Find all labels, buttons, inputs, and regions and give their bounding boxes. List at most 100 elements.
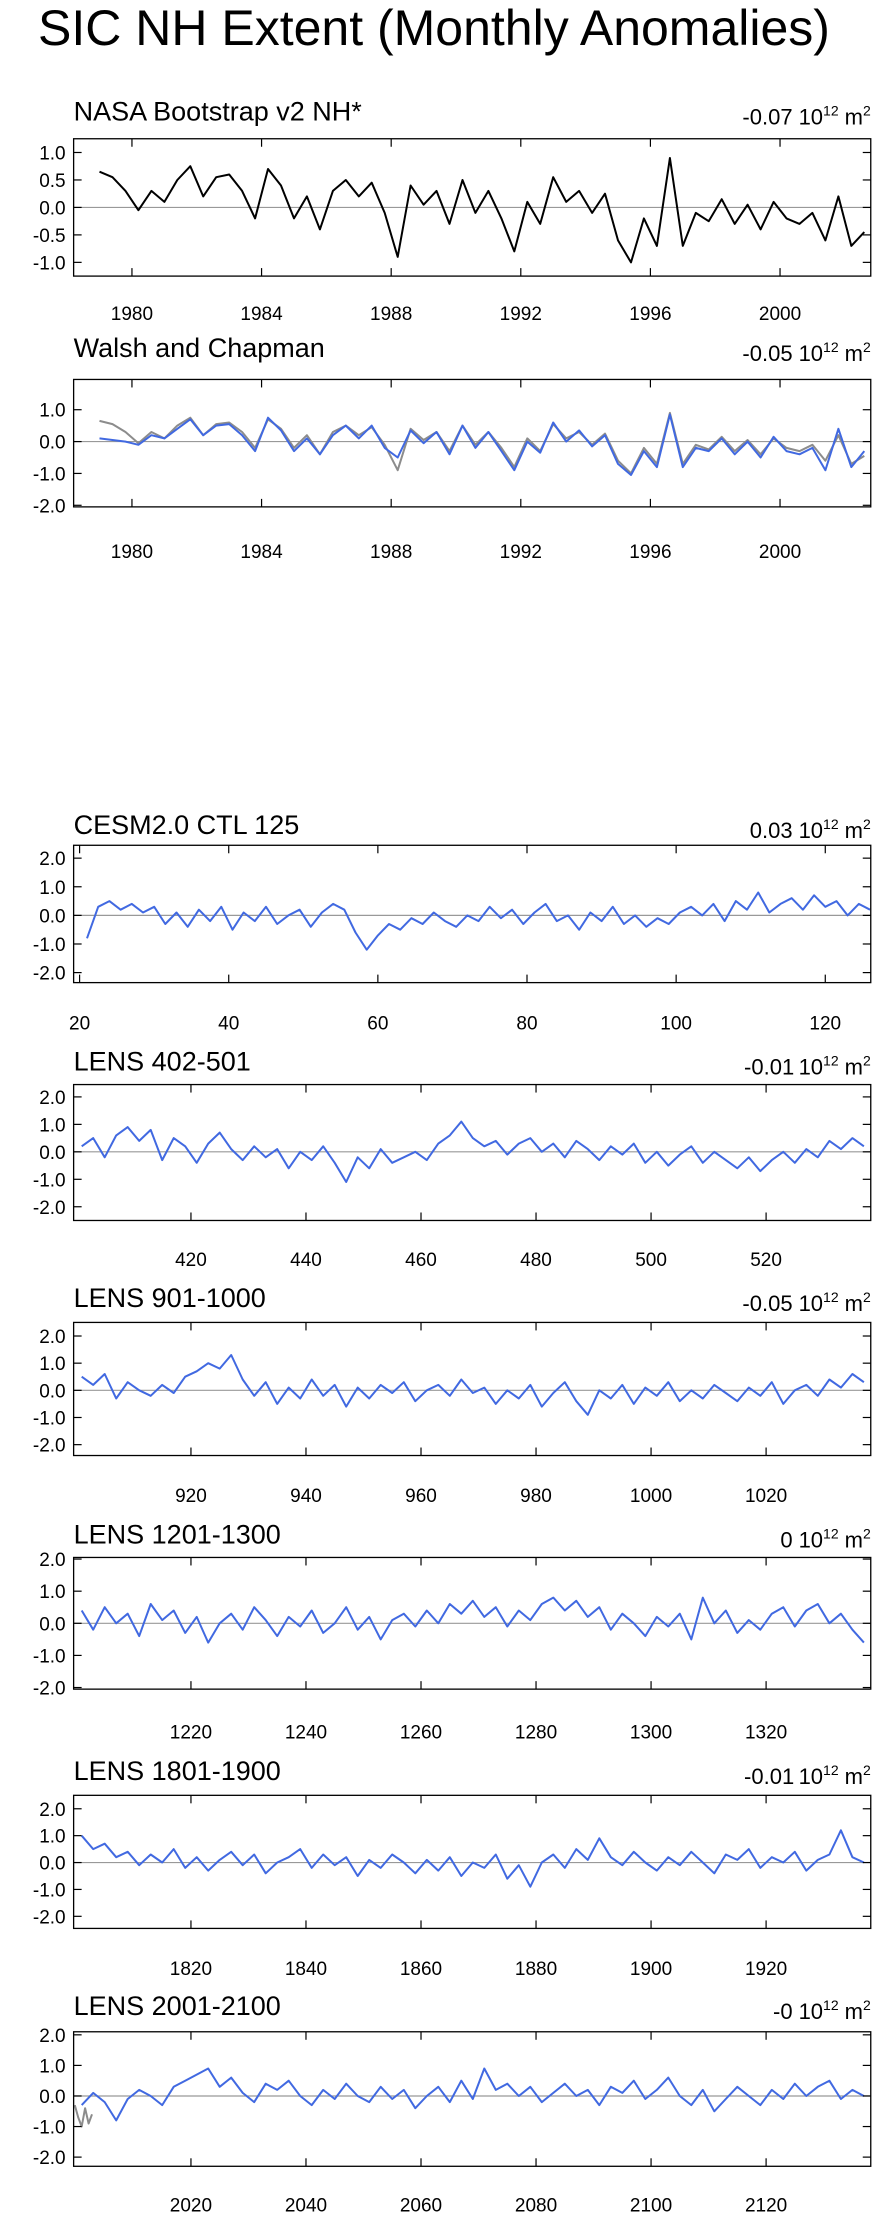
unit: m [845, 104, 863, 129]
annotation-value: -0.07 [742, 104, 792, 129]
x-tick-label: 980 [520, 1486, 552, 1507]
unit-base-exp: 12 [823, 1289, 839, 1305]
x-tick-label: 2020 [170, 2196, 212, 2217]
y-tick-label: 1.0 [39, 1354, 65, 1375]
y-tick-label: 2.0 [39, 849, 65, 870]
x-tick-label: 1840 [285, 1959, 327, 1980]
y-tick-label: -1.0 [33, 1646, 66, 1667]
y-tick-label: 0.0 [39, 1854, 65, 1875]
x-tick-label: 80 [516, 1013, 537, 1034]
unit-base-exp: 12 [823, 816, 839, 832]
y-tick-label: -0.5 [33, 226, 66, 247]
y-tick-label: -1.0 [33, 1880, 66, 1901]
unit-base-exp: 12 [823, 1997, 839, 2013]
x-tick-label: 2000 [759, 542, 801, 563]
panel-title: LENS 901-1000 [74, 1283, 266, 1313]
x-tick-label: 1860 [400, 1959, 442, 1980]
y-tick-label: 2.0 [39, 1550, 65, 1571]
unit-base: 10 [799, 1764, 823, 1789]
x-tick-label: 2040 [285, 2196, 327, 2217]
x-tick-label: 2100 [630, 2196, 672, 2217]
x-tick-label: 40 [218, 1013, 239, 1034]
y-tick-label: -1.0 [33, 1170, 66, 1191]
annotation-value: -0.01 [744, 1054, 794, 1079]
x-tick-label: 500 [635, 1250, 667, 1271]
x-tick-label: 2000 [759, 304, 801, 325]
x-tick-label: 1920 [745, 1959, 787, 1980]
annotation-value: -0.05 [742, 341, 792, 366]
annotation: 0.03 1012 m2 [750, 816, 871, 843]
x-tick-label: 1820 [170, 1959, 212, 1980]
annotation-value: 0 [780, 1527, 792, 1552]
panel-title: NASA Bootstrap v2 NH* [74, 96, 363, 126]
y-tick-label: 1.0 [39, 1115, 65, 1136]
x-tick-label: 1880 [515, 1959, 557, 1980]
y-tick-label: 0.0 [39, 198, 65, 219]
unit-exp: 2 [863, 1997, 871, 2013]
y-tick-label: 0.0 [39, 906, 65, 927]
y-tick-label: 1.0 [39, 401, 65, 422]
x-tick-label: 920 [175, 1486, 207, 1507]
data-line [86, 891, 871, 951]
plot-frame [72, 1794, 872, 1930]
x-tick-label: 1984 [240, 304, 283, 325]
x-tick-label: 1992 [500, 304, 542, 325]
x-tick-label: 420 [175, 1250, 207, 1271]
x-tick-label: 1988 [370, 304, 412, 325]
plot-frame [72, 2031, 872, 2167]
y-tick-label: 0.0 [39, 2087, 65, 2108]
data-line [73, 2104, 93, 2128]
unit-exp: 2 [863, 339, 871, 355]
unit: m [845, 1527, 863, 1552]
annotation: -0.07 1012 m2 [742, 102, 871, 129]
plot-frame [72, 1321, 872, 1457]
x-tick-label: 2080 [515, 2196, 557, 2217]
y-tick-label: -2.0 [33, 496, 66, 517]
x-tick-label: 1900 [630, 1959, 672, 1980]
x-tick-label: 1220 [170, 1723, 212, 1744]
annotation: -0.01 1012 m2 [744, 1762, 871, 1789]
data-line [80, 1596, 865, 1644]
y-tick-label: 2.0 [39, 1327, 65, 1348]
y-tick-label: 1.0 [39, 143, 65, 164]
unit-base: 10 [799, 104, 823, 129]
y-tick-label: 0.0 [39, 433, 65, 454]
y-tick-label: -1.0 [33, 1408, 66, 1429]
x-tick-label: 1980 [111, 304, 153, 325]
annotation: -0 1012 m2 [773, 1997, 871, 2024]
panel-title: LENS 402-501 [74, 1046, 251, 1076]
y-tick-label: 1.0 [39, 1827, 65, 1848]
annotation: -0.05 1012 m2 [742, 339, 871, 366]
y-tick-label: -2.0 [33, 1679, 66, 1700]
panel-title: CESM2.0 CTL 125 [74, 810, 300, 840]
unit-base-exp: 12 [823, 339, 839, 355]
y-tick-label: 2.0 [39, 1088, 65, 1109]
y-tick-label: -2.0 [33, 1436, 66, 1457]
y-tick-label: 2.0 [39, 1800, 65, 1821]
annotation: 0 1012 m2 [780, 1525, 871, 1552]
plot-frame [72, 378, 872, 508]
y-tick-label: -2.0 [33, 1907, 66, 1928]
unit-base: 10 [799, 1999, 823, 2024]
x-tick-label: 1320 [745, 1723, 787, 1744]
x-tick-label: 2120 [745, 2196, 787, 2217]
unit: m [845, 341, 863, 366]
data-line [80, 2067, 865, 2122]
y-tick-label: -1.0 [33, 253, 66, 274]
unit-exp: 2 [863, 1525, 871, 1541]
plot-frame [72, 844, 872, 984]
x-tick-label: 1020 [745, 1486, 787, 1507]
y-tick-label: 0.0 [39, 1614, 65, 1635]
unit-exp: 2 [863, 1052, 871, 1068]
unit-exp: 2 [863, 102, 871, 118]
unit: m [845, 1764, 863, 1789]
x-tick-label: 1996 [629, 542, 671, 563]
annotation-value: -0.05 [742, 1291, 792, 1316]
unit: m [845, 1054, 863, 1079]
annotation-value: -0 [773, 1999, 793, 2024]
x-tick-label: 60 [367, 1013, 388, 1034]
unit: m [845, 1999, 863, 2024]
annotation: -0.05 1012 m2 [742, 1289, 871, 1316]
x-tick-label: 1992 [500, 542, 542, 563]
